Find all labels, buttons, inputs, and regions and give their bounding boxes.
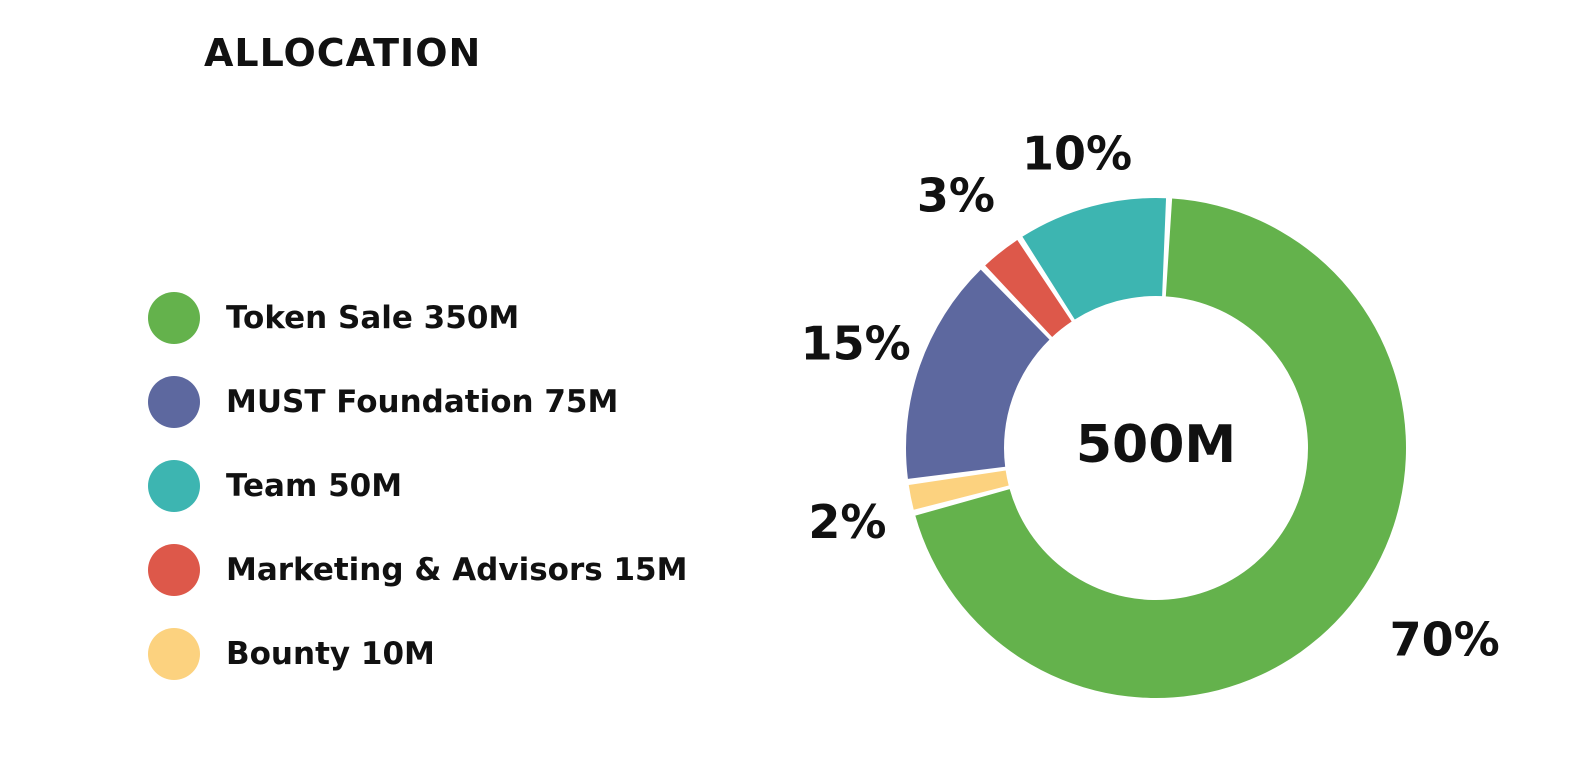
slice-bounty [908,470,1009,510]
slice-label-token-sale: 70% [1390,612,1500,666]
slice-label-bounty: 2% [808,495,886,549]
legend-swatch-marketing-advisors [148,544,200,596]
donut-center-total: 500M [1076,415,1236,475]
legend-label-team: Team 50M [226,468,403,504]
legend-label-bounty: Bounty 10M [226,636,435,672]
slice-label-team: 10% [1022,126,1132,180]
slice-labels: 70% 2% 15% 3% 10% [801,126,1500,666]
chart-title: ALLOCATION [204,31,482,75]
legend-swatch-token-sale [148,292,200,344]
legend-label-must-foundation: MUST Foundation 75M [226,384,619,420]
slice-label-marketing-advisors: 3% [917,169,995,223]
slice-marketing-advisors [985,240,1072,338]
legend-label-token-sale: Token Sale 350M [226,300,520,336]
donut-slices [906,198,1406,698]
slice-label-must-foundation: 15% [801,316,911,370]
legend-swatch-must-foundation [148,376,200,428]
slice-team [1022,198,1167,320]
slice-must-foundation [906,269,1050,479]
slice-token-sale [915,198,1406,698]
legend-label-marketing-advisors: Marketing & Advisors 15M [226,552,688,588]
donut-chart: 70% 2% 15% 3% 10% 500M [801,126,1500,698]
legend-swatch-bounty [148,628,200,680]
legend-swatch-team [148,460,200,512]
